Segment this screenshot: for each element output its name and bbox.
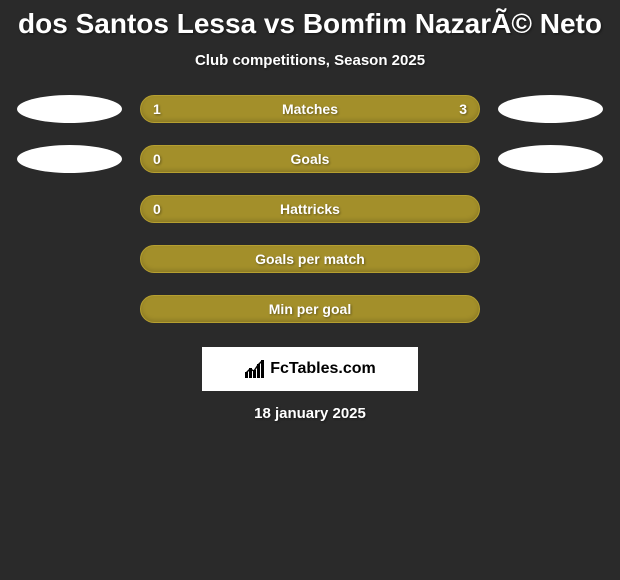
stat-bar: 0 Hattricks bbox=[140, 195, 480, 223]
stat-label: Min per goal bbox=[269, 301, 351, 317]
stat-row: 0 Goals bbox=[10, 145, 610, 173]
page-title: dos Santos Lessa vs Bomfim NazarÃ© Neto bbox=[0, 0, 620, 44]
logo: FcTables.com bbox=[244, 360, 376, 378]
stat-label: Matches bbox=[282, 101, 338, 117]
stat-row: 0 Hattricks bbox=[10, 195, 610, 223]
stat-bar: Min per goal bbox=[140, 295, 480, 323]
right-badge bbox=[498, 95, 603, 123]
logo-text: FcTables.com bbox=[270, 360, 376, 378]
logo-box: FcTables.com bbox=[202, 347, 418, 391]
stat-left-value: 0 bbox=[153, 151, 161, 167]
stat-left-value: 0 bbox=[153, 201, 161, 217]
right-badge bbox=[498, 145, 603, 173]
bars-icon bbox=[244, 360, 266, 378]
left-badge bbox=[17, 95, 122, 123]
stat-label: Goals bbox=[291, 151, 330, 167]
stat-row: 1 Matches 3 bbox=[10, 95, 610, 123]
left-badge bbox=[17, 145, 122, 173]
stat-bar: 1 Matches 3 bbox=[140, 95, 480, 123]
stat-bar: Goals per match bbox=[140, 245, 480, 273]
stat-row: Goals per match bbox=[10, 245, 610, 273]
stat-label: Hattricks bbox=[280, 201, 340, 217]
stat-row: Min per goal bbox=[10, 295, 610, 323]
stat-left-value: 1 bbox=[153, 101, 161, 117]
stat-label: Goals per match bbox=[255, 251, 365, 267]
comparison-card: dos Santos Lessa vs Bomfim NazarÃ© Neto … bbox=[0, 0, 620, 422]
subtitle: Club competitions, Season 2025 bbox=[0, 44, 620, 89]
stat-right-value: 3 bbox=[459, 101, 467, 117]
date-label: 18 january 2025 bbox=[0, 405, 620, 422]
stat-rows: 1 Matches 3 0 Goals 0 Hattricks Goals per match… bbox=[0, 95, 620, 323]
stat-bar: 0 Goals bbox=[140, 145, 480, 173]
